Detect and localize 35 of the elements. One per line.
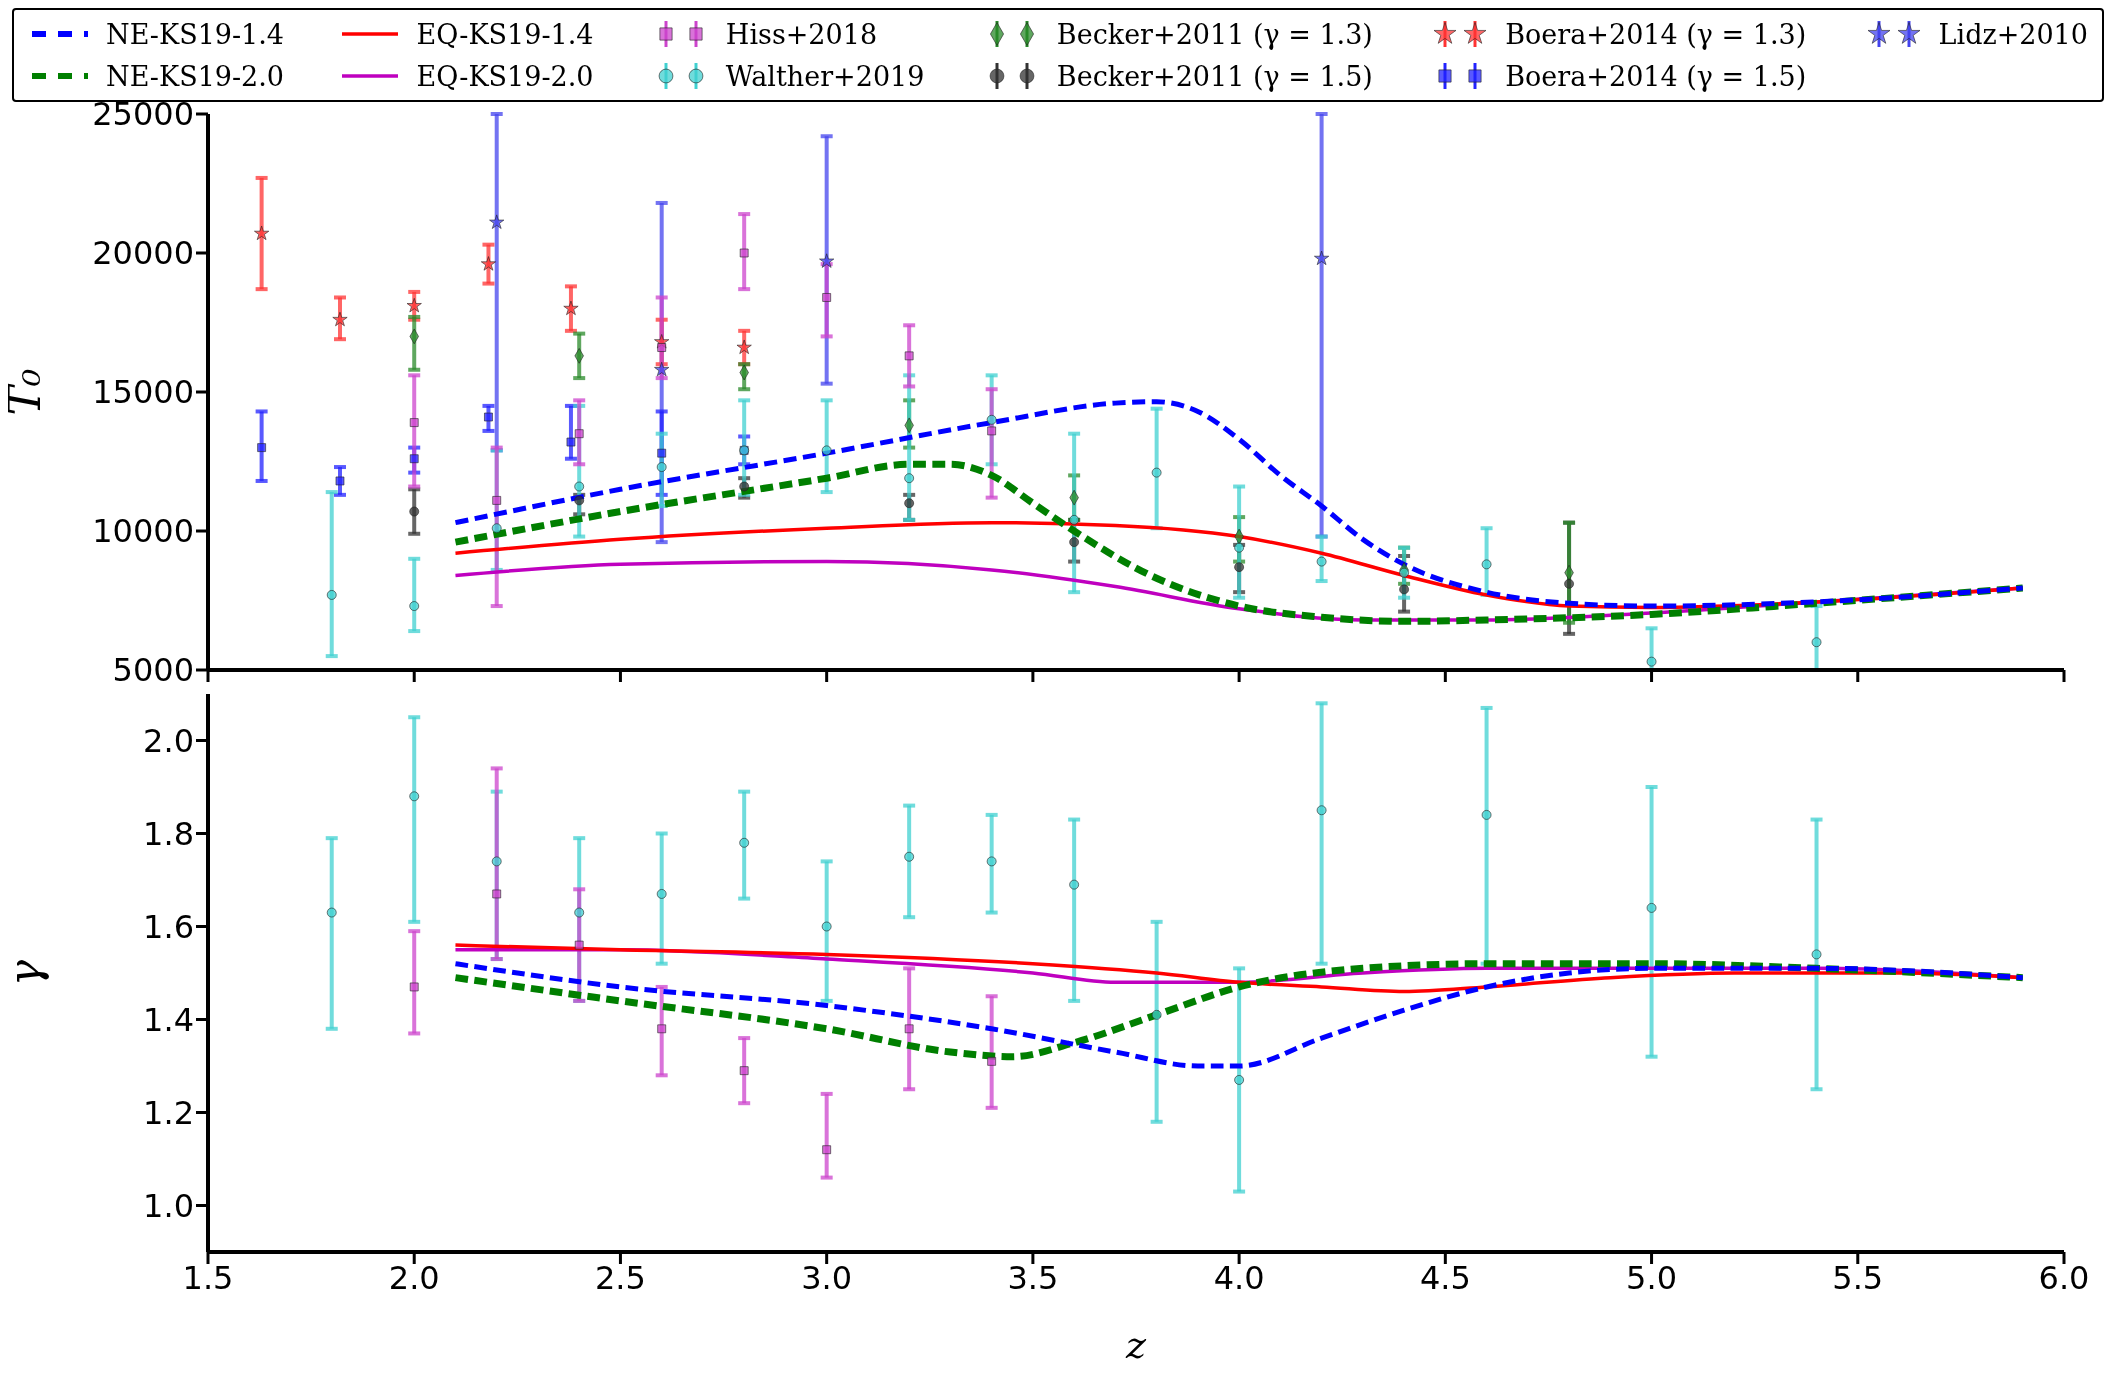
y-tick-label: 1.8 bbox=[143, 814, 194, 853]
y-axis-title: γ bbox=[0, 959, 50, 987]
y-tick-label: 20000 bbox=[92, 234, 194, 273]
x-tick-label: 2.0 bbox=[388, 1258, 440, 1297]
legend-label: Becker+2011 (γ = 1.5) bbox=[1056, 60, 1373, 92]
x-tick-label: 3.0 bbox=[801, 1258, 853, 1297]
x-tick-label: 6.0 bbox=[2038, 1258, 2090, 1297]
y-tick-label: 1.0 bbox=[143, 1186, 194, 1225]
legend-label: EQ-KS19-2.0 bbox=[416, 60, 594, 92]
x-tick-label: 5.5 bbox=[1832, 1258, 1884, 1297]
legend-label: Boera+2014 (γ = 1.3) bbox=[1505, 18, 1807, 50]
y-tick-label: 1.6 bbox=[143, 907, 194, 946]
y-tick-label: 1.2 bbox=[143, 1093, 194, 1132]
x-tick-label: 4.5 bbox=[1419, 1258, 1471, 1297]
legend-label: NE-KS19-2.0 bbox=[106, 60, 285, 92]
y-tick-label: 15000 bbox=[92, 373, 194, 412]
legend-label: Lidz+2010 bbox=[1938, 18, 2088, 50]
legend-label: NE-KS19-1.4 bbox=[106, 18, 285, 50]
y-tick-label: 1.4 bbox=[143, 1000, 194, 1039]
y-tick-label: 2.0 bbox=[143, 721, 194, 760]
legend-label: EQ-KS19-1.4 bbox=[416, 18, 594, 50]
legend-label: Walther+2019 bbox=[725, 60, 925, 92]
legend-label: Boera+2014 (γ = 1.5) bbox=[1505, 60, 1807, 92]
y-tick-label: 5000 bbox=[112, 651, 194, 690]
y-tick-label: 10000 bbox=[92, 512, 194, 551]
x-tick-label: 4.0 bbox=[1213, 1258, 1265, 1297]
x-tick-label: 1.5 bbox=[182, 1258, 234, 1297]
x-tick-label: 2.5 bbox=[595, 1258, 646, 1297]
y-tick-label: 25000 bbox=[92, 95, 194, 134]
legend-label: Hiss+2018 bbox=[725, 18, 878, 50]
x-tick-label: 5.0 bbox=[1626, 1258, 1677, 1297]
y-axis-title: T₀ bbox=[0, 368, 50, 416]
x-tick-label: 3.5 bbox=[1007, 1258, 1059, 1297]
legend-label: Becker+2011 (γ = 1.3) bbox=[1056, 18, 1373, 50]
x-axis-title: z bbox=[1124, 1323, 1147, 1367]
